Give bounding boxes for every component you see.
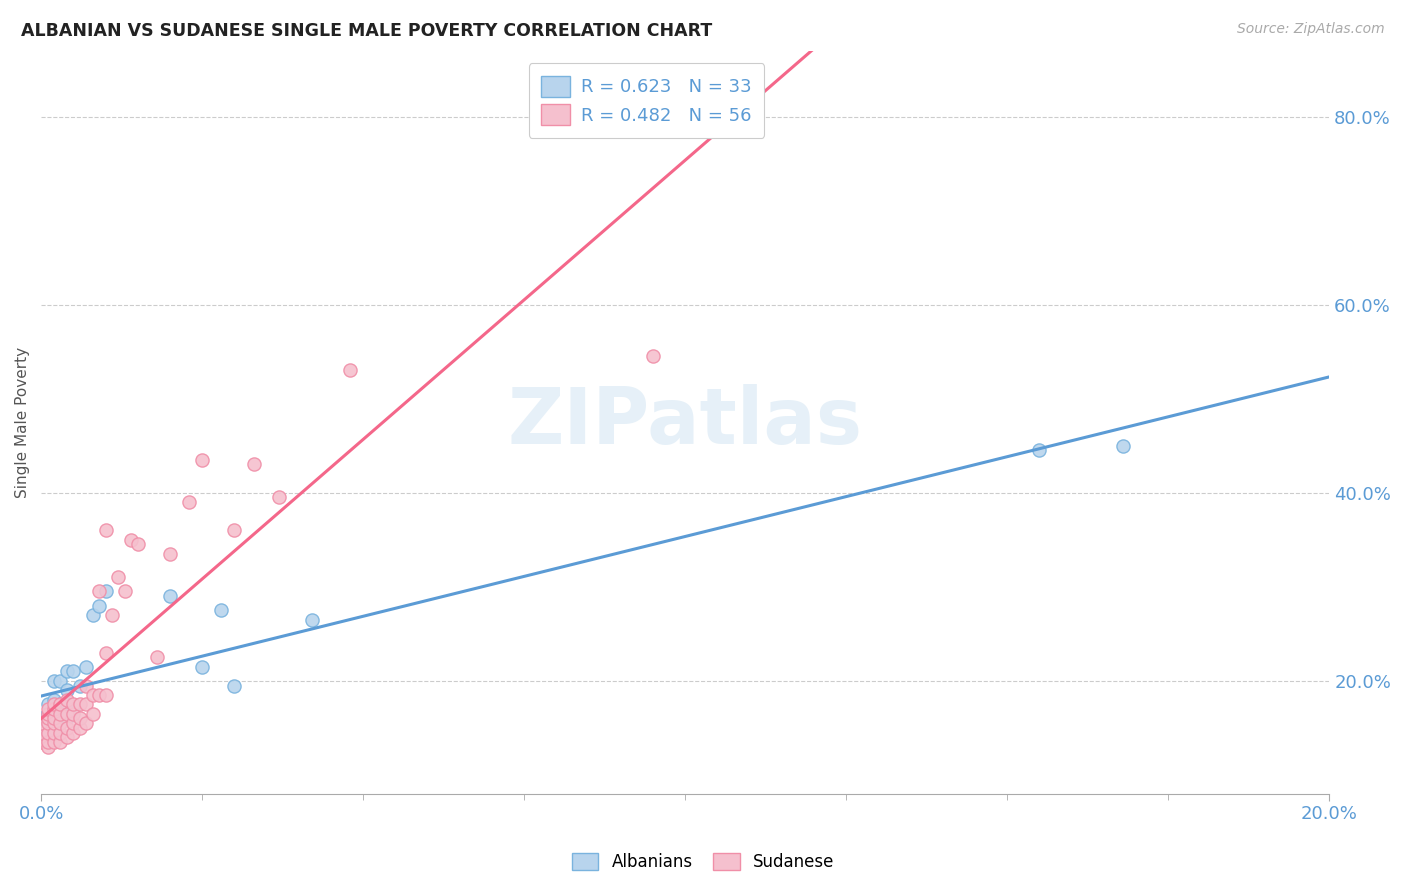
Point [42, 673, 65, 688]
Point [191, 452, 214, 467]
Point [49, 673, 72, 688]
Point [62, 706, 84, 721]
Point [1028, 443, 1050, 458]
Y-axis label: Single Male Poverty: Single Male Poverty [15, 347, 30, 498]
Point [75, 659, 97, 673]
Point [37, 698, 59, 712]
Point [56, 721, 79, 735]
Point [30, 735, 52, 749]
Point [42, 716, 65, 731]
Point [87, 599, 110, 613]
Point [82, 688, 104, 702]
Point [62, 702, 84, 716]
Text: ZIPatlas: ZIPatlas [508, 384, 863, 460]
Point [56, 706, 79, 721]
Point [42, 702, 65, 716]
Point [56, 692, 79, 706]
Point [339, 363, 361, 377]
Point [94, 646, 117, 660]
Point [69, 679, 91, 693]
Point [75, 679, 97, 693]
Point [159, 547, 181, 561]
Point [49, 725, 72, 739]
Point [42, 692, 65, 706]
Legend: R = 0.623   N = 33, R = 0.482   N = 56: R = 0.623 N = 33, R = 0.482 N = 56 [529, 63, 765, 137]
Point [641, 349, 664, 363]
Point [56, 731, 79, 745]
Point [242, 458, 264, 472]
Point [62, 716, 84, 731]
Point [69, 698, 91, 712]
Point [75, 698, 97, 712]
Point [82, 706, 104, 721]
Point [62, 698, 84, 712]
Point [49, 698, 72, 712]
Point [224, 524, 246, 538]
Point [107, 570, 129, 584]
Point [37, 702, 59, 716]
Point [37, 711, 59, 725]
Point [42, 725, 65, 739]
Point [37, 706, 59, 721]
Point [49, 735, 72, 749]
Point [101, 607, 124, 622]
Point [37, 716, 59, 731]
Point [37, 706, 59, 721]
Point [49, 706, 72, 721]
Point [87, 584, 110, 599]
Point [37, 725, 59, 739]
Point [62, 665, 84, 679]
Point [42, 711, 65, 725]
Point [94, 584, 117, 599]
Legend: Albanians, Sudanese: Albanians, Sudanese [564, 845, 842, 880]
Point [301, 613, 323, 627]
Text: Source: ZipAtlas.com: Source: ZipAtlas.com [1237, 22, 1385, 37]
Point [114, 584, 136, 599]
Point [37, 739, 59, 754]
Point [42, 702, 65, 716]
Point [127, 537, 149, 551]
Point [30, 725, 52, 739]
Point [69, 721, 91, 735]
Point [146, 650, 169, 665]
Point [69, 711, 91, 725]
Point [37, 725, 59, 739]
Point [82, 607, 104, 622]
Point [56, 665, 79, 679]
Point [191, 659, 214, 673]
Point [62, 725, 84, 739]
Point [37, 735, 59, 749]
Point [42, 721, 65, 735]
Point [120, 533, 142, 547]
Point [30, 716, 52, 731]
Point [179, 495, 201, 509]
Point [30, 711, 52, 725]
Point [49, 716, 72, 731]
Point [269, 491, 291, 505]
Point [159, 589, 181, 603]
Point [42, 711, 65, 725]
Point [49, 706, 72, 721]
Point [87, 688, 110, 702]
Point [94, 524, 117, 538]
Point [56, 698, 79, 712]
Point [75, 716, 97, 731]
Point [56, 683, 79, 698]
Point [1112, 439, 1135, 453]
Point [37, 716, 59, 731]
Point [30, 716, 52, 731]
Point [42, 735, 65, 749]
Point [56, 711, 79, 725]
Point [42, 698, 65, 712]
Point [49, 716, 72, 731]
Point [49, 698, 72, 712]
Point [94, 688, 117, 702]
Point [224, 679, 246, 693]
Text: ALBANIAN VS SUDANESE SINGLE MALE POVERTY CORRELATION CHART: ALBANIAN VS SUDANESE SINGLE MALE POVERTY… [21, 22, 713, 40]
Point [211, 603, 233, 617]
